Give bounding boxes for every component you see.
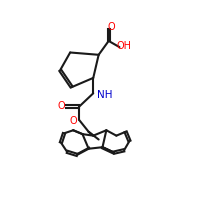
Text: O: O	[107, 22, 115, 32]
Text: O: O	[69, 116, 77, 126]
Text: NH: NH	[97, 90, 113, 100]
Text: O: O	[58, 101, 66, 111]
Text: OH: OH	[117, 41, 132, 51]
